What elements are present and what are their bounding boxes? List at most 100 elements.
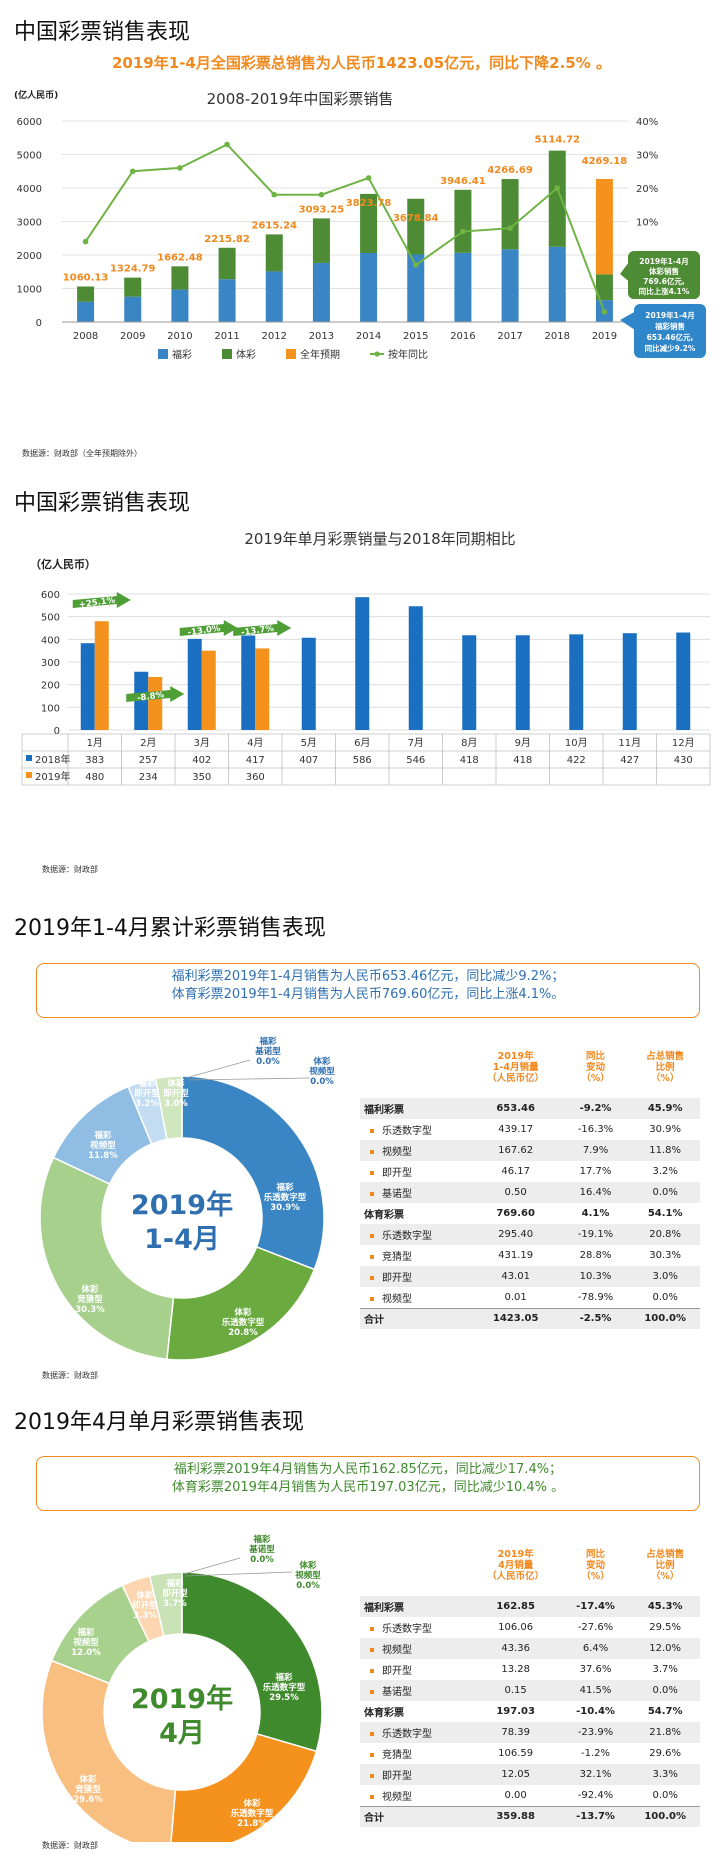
chart2-xtick: 6月: [354, 737, 370, 749]
chart1-yoy-point: [601, 309, 608, 315]
chart1-xtick: 2014: [356, 331, 381, 342]
table-cell: 30.3%: [649, 1250, 682, 1261]
svg-text:福彩: 福彩: [275, 1182, 294, 1193]
chart1-yoy-point: [412, 262, 419, 268]
chart2-bar-2019: [94, 621, 109, 730]
chart1-yoy-point: [129, 168, 136, 175]
chart1-legend-label: 福彩: [172, 348, 192, 361]
chart1-total-label: 3946.41: [440, 176, 486, 187]
table-row-label: 乐透数字型: [360, 1617, 471, 1638]
table-row: 即开型 46.17 17.7% 3.2%: [360, 1161, 700, 1182]
svg-text:体彩: 体彩: [167, 1078, 185, 1089]
chart1-total-label: 4269.18: [582, 156, 628, 167]
chart2-bar-2018: [355, 597, 370, 730]
chart2-ytick: 500: [41, 613, 60, 624]
chart2-xtick: 4月: [247, 737, 263, 749]
svg-text:福彩: 福彩: [76, 1627, 95, 1638]
table-header-cell: 同比 变动 （%）: [581, 1050, 610, 1084]
table-cell: 0.50: [470, 1182, 561, 1203]
chart2-arrow-label: +25.1%: [78, 595, 116, 610]
bullet-icon: [370, 1255, 374, 1259]
table-row: 福利彩票 653.46 -9.2% 45.9%: [360, 1098, 700, 1119]
chart1-ytick: 3000: [17, 218, 42, 229]
svg-text:3.7%: 3.7%: [163, 1599, 187, 1609]
bullet-icon: [370, 1129, 374, 1133]
table-row-label: 合计: [360, 1307, 471, 1329]
table-cell: 7.9%: [560, 1140, 631, 1161]
table-cell: 45.9%: [630, 1098, 700, 1119]
svg-text:基诺型: 基诺型: [248, 1544, 275, 1555]
chart2-bar-2018: [80, 643, 95, 730]
table-row: 即开型 43.01 10.3% 3.0%: [360, 1266, 700, 1287]
table-row-label: 竞猜型: [360, 1245, 471, 1266]
chart2-ytick: 0: [54, 726, 60, 737]
table-row-label: 视频型: [360, 1638, 471, 1659]
table-row-label: 福利彩票: [360, 1596, 471, 1617]
chart1-y2tick: 20%: [636, 184, 658, 195]
chart1-bar-fucai: [265, 271, 283, 322]
donut-center-line2: 4月: [159, 1718, 205, 1749]
svg-text:3.2%: 3.2%: [135, 1099, 159, 1109]
chart1-ytick: 6000: [17, 117, 42, 128]
chart1-yoy-point: [224, 141, 230, 148]
table-cell: -10.4%: [576, 1706, 615, 1717]
donut-center-line2: 1-4月: [144, 1224, 220, 1255]
bullet-icon: [370, 1234, 374, 1238]
table-row-label: 基诺型: [360, 1680, 471, 1701]
chart1-bar-forecast: [595, 178, 613, 275]
chart1-bar-ticai: [124, 277, 142, 297]
donut-center-line1: 2019年: [131, 1683, 233, 1715]
chart1-xtick: 2009: [120, 331, 145, 342]
chart2-table-swatch: [26, 772, 32, 778]
chart2-table-cell: 407: [299, 755, 318, 766]
table-row-label: 即开型: [360, 1161, 471, 1182]
chart2-arrow-label: -8.8%: [136, 690, 165, 704]
donut-slice: [166, 1246, 316, 1361]
chart1-xtick: 2012: [262, 331, 287, 342]
svg-text:体彩: 体彩: [81, 1284, 99, 1295]
table-row: 乐透数字型 439.17 -16.3% 30.9%: [360, 1119, 700, 1140]
chart2-table-cell: 427: [620, 755, 639, 766]
table-cell: -9.2%: [560, 1098, 631, 1119]
table-cell: 12.05: [470, 1764, 561, 1785]
table-cell: 3.7%: [652, 1664, 678, 1675]
table-cell: -23.9%: [560, 1722, 631, 1743]
table-header-cell: [360, 1036, 471, 1098]
chart1-yoy-point: [82, 238, 89, 245]
table-cell: 167.62: [470, 1140, 561, 1161]
chart2-bar-2018: [408, 606, 423, 730]
table-cell: 0.0%: [652, 1789, 678, 1801]
table-row: 乐透数字型 106.06 -27.6% 29.5%: [360, 1617, 700, 1638]
table-row-label: 视频型: [360, 1785, 471, 1806]
chart2-title: 2019年单月彩票销量与2018年同期相比: [244, 530, 515, 548]
section1-title: 中国彩票销售表现: [14, 20, 191, 45]
chart2-ytick: 200: [41, 681, 60, 692]
chart1-bar-fucai: [407, 254, 425, 322]
chart1-xtick: 2015: [403, 331, 428, 342]
donut-leader-line: [185, 1571, 293, 1577]
donut-leader-line: [185, 1059, 251, 1079]
chart1-yoy-point: [460, 228, 466, 235]
svg-text:3.0%: 3.0%: [164, 1099, 188, 1109]
svg-text:乐透数字型: 乐透数字型: [263, 1682, 306, 1693]
section4-summary: 福利彩票2019年4月销售为人民币162.85亿元，同比减少17.4%； 体育彩…: [36, 1456, 700, 1511]
table-cell: 295.40: [470, 1224, 561, 1245]
chart2-xtick: 11月: [618, 737, 641, 749]
svg-text:30.9%: 30.9%: [270, 1203, 300, 1213]
svg-text:即开型: 即开型: [134, 1088, 160, 1099]
table-cell: 13.28: [501, 1664, 530, 1675]
chart2-table-rowlabel: 2018年: [35, 753, 70, 766]
chart1-total-label: 1324.79: [110, 264, 156, 275]
chart1-total-label: 5114.72: [534, 135, 580, 146]
table-row: 视频型 43.36 6.4% 12.0%: [360, 1638, 700, 1659]
svg-text:0.0%: 0.0%: [256, 1057, 280, 1067]
donut-slice: [181, 1571, 323, 1753]
svg-text:视频型: 视频型: [90, 1140, 116, 1151]
svg-text:乐透数字型: 乐透数字型: [231, 1808, 274, 1819]
svg-text:乐透数字型: 乐透数字型: [222, 1317, 265, 1328]
table-cell: -2.5%: [560, 1307, 631, 1329]
chart1-xtick: 2019: [592, 331, 617, 342]
table-header-cell: 占总销售 比例 （%）: [646, 1050, 685, 1084]
